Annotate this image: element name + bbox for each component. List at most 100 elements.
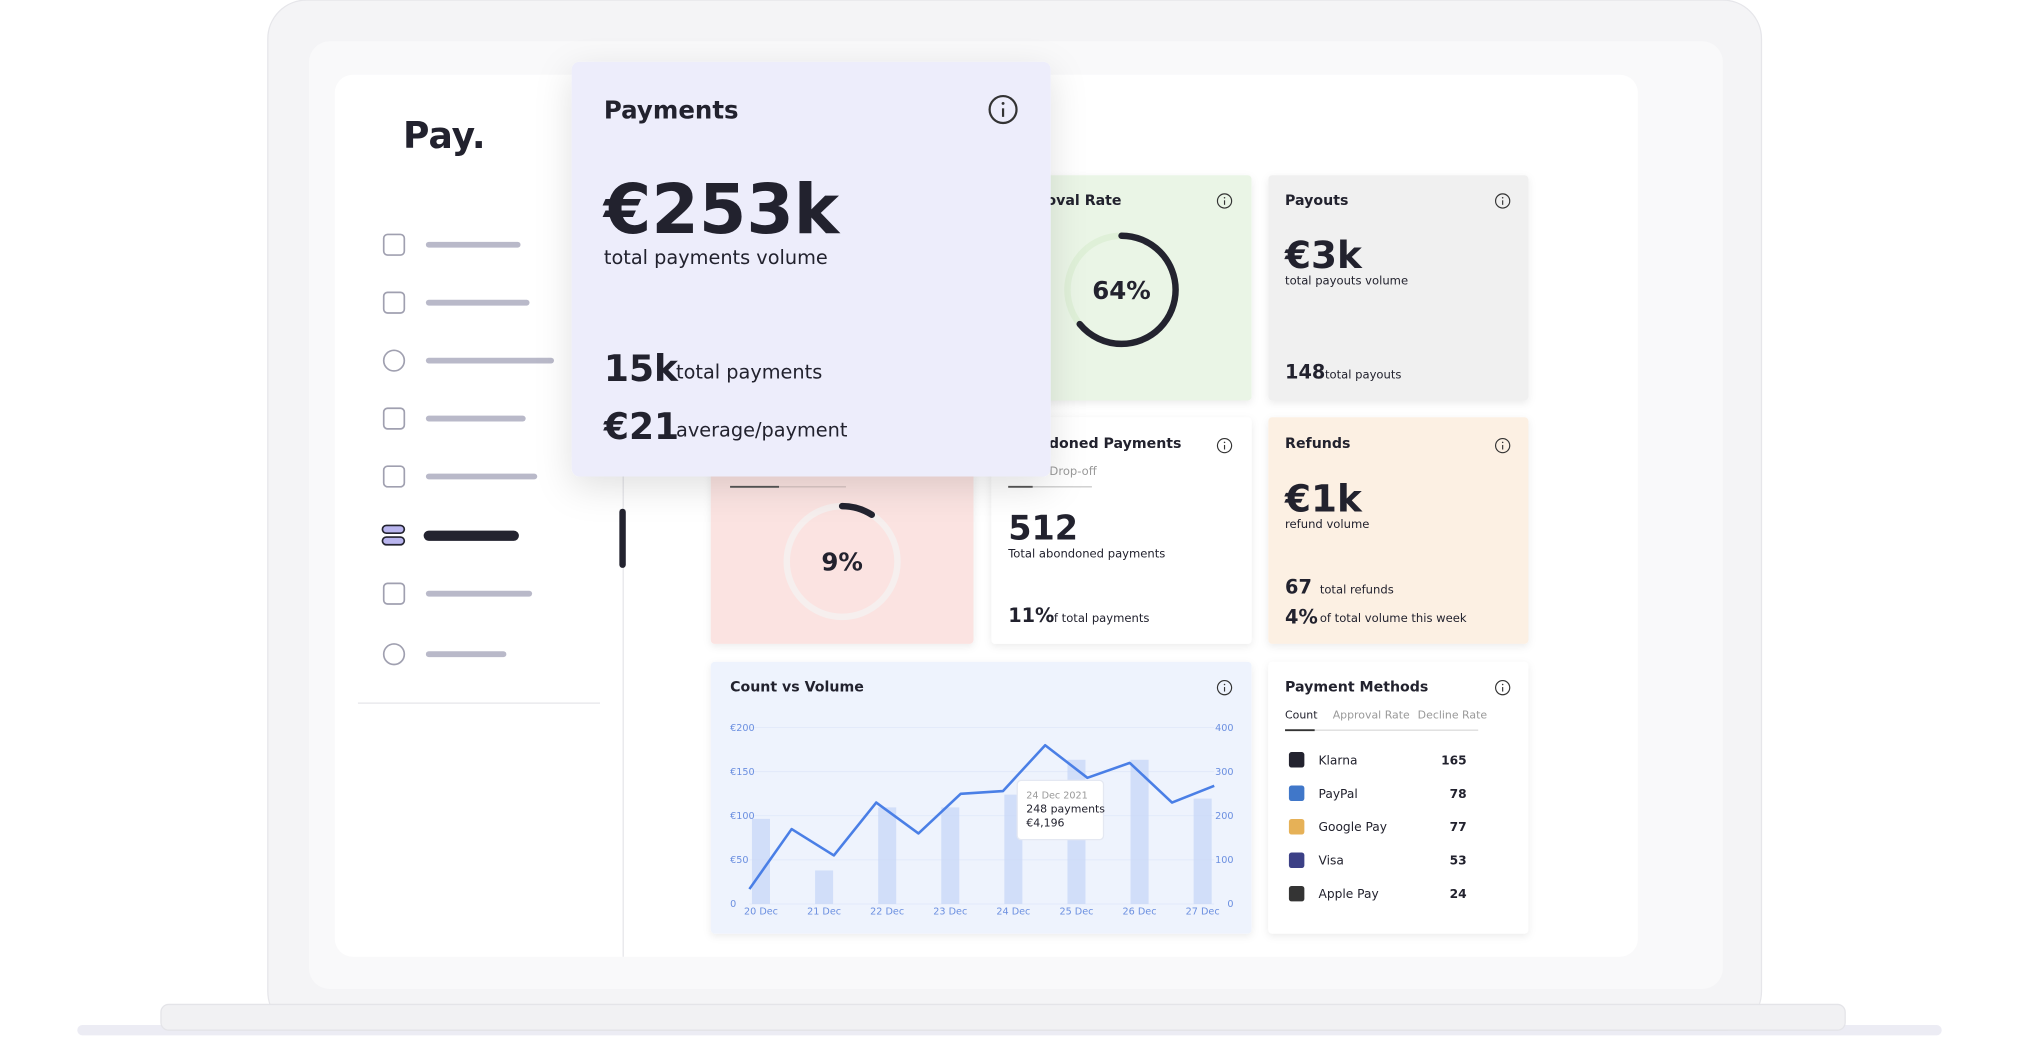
donut-label: 64%: [1092, 276, 1151, 305]
x-tick-label: 25 Dec: [1059, 906, 1093, 917]
scroll-indicator: [619, 508, 626, 568]
count-bar: [1193, 798, 1212, 905]
nav-icon: [381, 524, 406, 535]
number: 148: [1285, 361, 1325, 384]
popup-title: Payments: [604, 96, 739, 125]
tooltip-volume: €4,196: [1026, 817, 1064, 830]
number: 15k: [604, 348, 679, 390]
nav-icon: [382, 643, 406, 666]
payments-popup: [571, 61, 1051, 477]
method-count: 53: [1450, 854, 1467, 868]
method-name: Google Pay: [1319, 820, 1388, 834]
number: €21: [603, 406, 679, 448]
caption: of total volume this week: [1320, 611, 1467, 625]
tab[interactable]: Drop-off: [1049, 464, 1097, 478]
method-count: 77: [1450, 820, 1467, 834]
method-icon: [1288, 885, 1305, 902]
info-ring: [1216, 680, 1233, 696]
count-bar: [815, 870, 834, 905]
method-icon: [1288, 852, 1305, 868]
big-number: €3k: [1284, 233, 1363, 277]
nav-icon: [382, 291, 406, 314]
caption: total payments volume: [604, 246, 828, 269]
big-number: €253k: [602, 171, 841, 250]
info-ring: [1494, 680, 1511, 696]
info-icon[interactable]: [1216, 437, 1233, 454]
info-dot: [1223, 196, 1226, 199]
abandoned-card: [991, 417, 1252, 644]
caption: total payouts: [1325, 368, 1401, 382]
y-tick-label: 0: [730, 899, 736, 910]
count-bar: [878, 807, 897, 905]
nav-icon: [382, 407, 406, 430]
card-title: Abandoned Payments: [1008, 436, 1181, 452]
y-tick-label: €150: [730, 767, 755, 778]
volume-line: [748, 743, 1215, 890]
declined-donut: [783, 502, 901, 621]
card-title: Count vs Volume: [730, 680, 864, 696]
count-bar: [1130, 759, 1149, 905]
laptop-base: [160, 1003, 1846, 1031]
info-icon[interactable]: [1216, 193, 1233, 209]
tooltip-count: 248 payments: [1026, 803, 1105, 816]
method-count: 165: [1441, 753, 1467, 767]
method-icon: [1288, 785, 1305, 801]
y-tick-label: €50: [730, 855, 748, 866]
info-icon[interactable]: [1494, 193, 1511, 209]
card-title: Payouts: [1285, 193, 1348, 209]
method-icon: [1288, 819, 1305, 835]
y2-tick-label: 100: [1215, 855, 1233, 866]
method-icon: [1288, 752, 1305, 768]
donut-arc: [783, 502, 901, 621]
logo: Pay.: [403, 115, 486, 157]
payment-methods-list: Count Approval Rate Decline Rate Klarna 165 P…: [1285, 709, 1487, 902]
count-bar: [751, 818, 771, 905]
sidebar-nav: [381, 233, 555, 666]
refunds-card: [1268, 417, 1529, 644]
nav-icon: [382, 465, 406, 488]
caption: Total abondoned payments: [1007, 547, 1165, 561]
tab[interactable]: Decline Rate: [1418, 709, 1488, 722]
payouts-card: [1268, 175, 1529, 401]
method-count: 78: [1450, 787, 1467, 801]
x-tick-label: 20 Dec: [744, 906, 778, 917]
card-title: Refunds: [1285, 436, 1350, 452]
number: 11%: [1008, 604, 1054, 627]
x-tick-label: 23 Dec: [933, 906, 967, 917]
tab[interactable]: Approval Rate: [1333, 709, 1410, 722]
info-dot: [1001, 101, 1005, 105]
info-icon[interactable]: [1216, 680, 1233, 696]
caption: of total payments: [1047, 611, 1150, 625]
y2-tick-label: 200: [1215, 811, 1233, 822]
number: 4%: [1285, 605, 1318, 628]
caption: total refunds: [1320, 583, 1394, 597]
info-icon[interactable]: [988, 94, 1018, 125]
y-tick-label: €100: [730, 811, 755, 822]
info-ring: [988, 94, 1018, 125]
method-name: PayPal: [1319, 787, 1358, 801]
info-dot: [1501, 441, 1504, 444]
tooltip: [1016, 779, 1105, 841]
method-name: Visa: [1319, 854, 1344, 868]
donut-arc: [1064, 232, 1179, 348]
nav-icon: [382, 233, 406, 256]
info-icon[interactable]: [1494, 437, 1511, 454]
method-count: 24: [1450, 887, 1467, 901]
caption: total payments: [676, 361, 822, 384]
info-icon[interactable]: [1494, 680, 1511, 696]
info-dot: [1501, 196, 1504, 199]
big-number: 512: [1008, 509, 1078, 548]
method-name: Apple Pay: [1319, 887, 1379, 901]
info-ring: [1494, 437, 1511, 454]
tab[interactable]: Count: [1285, 709, 1318, 722]
card-title: Payment Methods: [1285, 680, 1428, 696]
approval-donut: [1064, 232, 1179, 348]
caption: refund volume: [1285, 517, 1369, 531]
x-tick-label: 22 Dec: [870, 906, 904, 917]
x-tick-label: 26 Dec: [1123, 906, 1157, 917]
count-vs-volume-chart: 0 €50 €100 €150 €200 0 100 200 300 400 20 Dec 21 De…: [730, 723, 1233, 917]
x-tick-label: 21 Dec: [807, 906, 841, 917]
nav-icon: [382, 349, 406, 372]
y-tick-label: €200: [730, 723, 755, 734]
y2-tick-label: 300: [1215, 767, 1233, 778]
